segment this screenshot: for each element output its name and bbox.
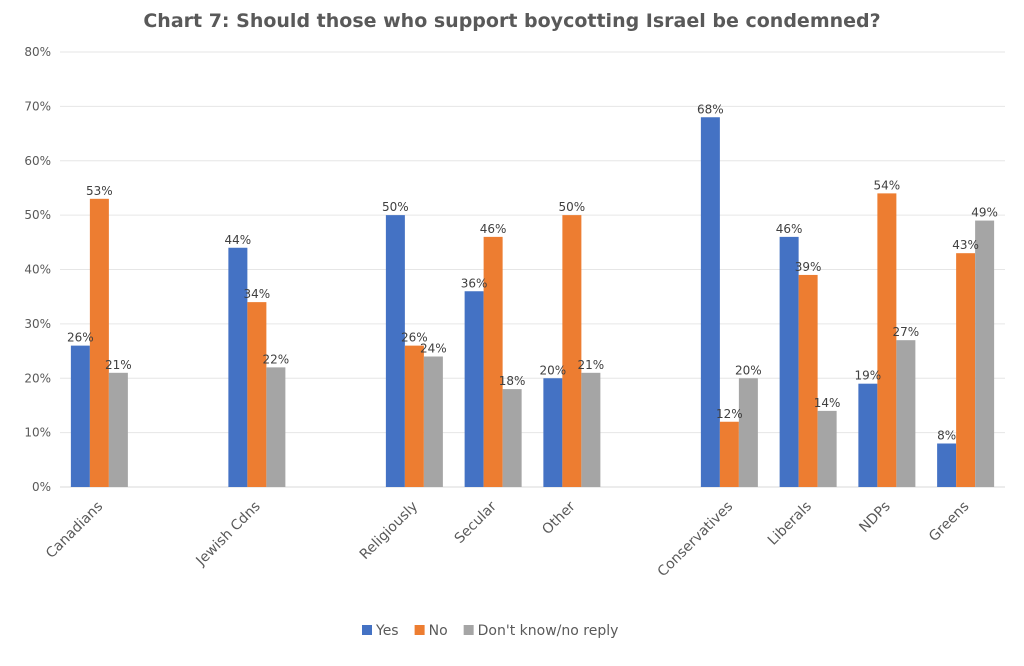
data-label: 26% — [401, 331, 428, 345]
bar-no — [562, 215, 582, 487]
data-label: 19% — [855, 369, 882, 383]
data-label: 12% — [716, 407, 743, 421]
x-category-label: Canadians — [43, 499, 106, 562]
y-tick-label: 50% — [24, 208, 51, 222]
bar-yes — [228, 247, 248, 487]
data-label: 50% — [382, 200, 409, 214]
data-label: 44% — [225, 233, 252, 247]
legend: Yes No Don't know/no reply — [362, 623, 618, 639]
bar-don-t-know-no-reply — [817, 410, 837, 487]
data-label: 20% — [735, 363, 762, 377]
x-category-label: Religiously — [357, 499, 421, 563]
bar-don-t-know-no-reply — [266, 367, 286, 487]
bar-yes — [858, 383, 878, 487]
chart-title: Chart 7: Should those who support boycot… — [143, 10, 880, 32]
bar-don-t-know-no-reply — [581, 372, 601, 487]
data-label: 21% — [578, 358, 605, 372]
data-label: 49% — [971, 206, 998, 220]
bar-don-t-know-no-reply — [975, 220, 995, 487]
legend-swatch — [414, 625, 425, 635]
data-label: 24% — [420, 342, 447, 356]
x-category-label: Secular — [452, 498, 500, 546]
data-label: 36% — [461, 276, 488, 290]
x-category-label: Jewish Cdns — [193, 499, 264, 570]
y-tick-label: 70% — [24, 99, 51, 113]
data-label: 26% — [67, 331, 94, 345]
data-label: 54% — [874, 178, 901, 192]
data-label: 18% — [499, 374, 526, 388]
data-label: 53% — [86, 184, 113, 198]
y-tick-label: 30% — [24, 317, 51, 331]
bar-yes — [385, 215, 405, 487]
legend-swatch — [362, 625, 372, 635]
x-category-label: NDPs — [856, 499, 893, 536]
data-label: 50% — [559, 200, 586, 214]
data-label: 46% — [480, 222, 507, 236]
data-label: 43% — [952, 238, 979, 252]
data-label: 39% — [795, 260, 822, 274]
bar-no — [877, 193, 897, 487]
bar-don-t-know-no-reply — [108, 372, 128, 487]
y-tick-label: 60% — [24, 154, 51, 168]
y-tick-label: 10% — [24, 426, 51, 440]
data-label: 20% — [540, 363, 567, 377]
data-label: 14% — [814, 396, 841, 410]
y-tick-label: 20% — [24, 371, 51, 385]
bar-yes — [543, 378, 563, 487]
legend-label: Don't know/no reply — [478, 623, 619, 639]
x-category-label: Liberals — [765, 499, 815, 549]
data-label: 21% — [105, 358, 132, 372]
data-label: 27% — [893, 325, 920, 339]
bar-yes — [779, 236, 799, 487]
y-tick-label: 80% — [24, 45, 51, 59]
y-tick-label: 40% — [24, 263, 51, 277]
x-category-label: Greens — [926, 499, 972, 545]
bar-yes — [70, 345, 90, 487]
bar-no — [404, 345, 424, 487]
legend-label: Yes — [375, 623, 399, 639]
bar-no — [798, 274, 818, 487]
data-label: 34% — [244, 287, 271, 301]
bar-don-t-know-no-reply — [502, 389, 522, 487]
x-category-label: Conservatives — [655, 499, 737, 581]
legend-swatch — [463, 625, 474, 635]
data-label: 8% — [937, 429, 956, 443]
bar-don-t-know-no-reply — [896, 340, 916, 487]
data-label: 46% — [776, 222, 803, 236]
data-label: 22% — [263, 352, 290, 366]
data-label: 68% — [697, 102, 724, 116]
x-category-label: Other — [539, 498, 579, 538]
bar-yes — [464, 291, 484, 487]
y-tick-label: 0% — [32, 480, 51, 494]
bar-no — [956, 253, 976, 487]
bar-don-t-know-no-reply — [423, 356, 443, 487]
legend-label: No — [429, 623, 448, 639]
bar-don-t-know-no-reply — [738, 378, 758, 487]
bar-yes — [700, 117, 720, 487]
bar-no — [483, 236, 503, 487]
bar-no — [247, 302, 267, 487]
bar-no — [89, 198, 109, 487]
bar-yes — [937, 443, 957, 487]
bar-no — [719, 421, 739, 487]
